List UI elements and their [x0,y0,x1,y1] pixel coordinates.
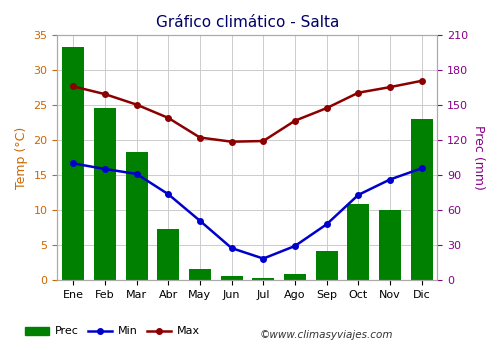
Bar [347,204,370,280]
Bar [284,274,306,280]
Bar [189,268,211,280]
Bar [62,47,84,280]
Bar [157,229,180,280]
Text: ©www.climasyviajes.com: ©www.climasyviajes.com [260,329,394,340]
Bar [316,251,338,280]
Bar [220,275,242,280]
Bar [252,278,274,280]
Bar [94,108,116,280]
Bar [410,119,432,280]
Bar [379,210,401,280]
Y-axis label: Prec (mm): Prec (mm) [472,125,485,190]
Bar [126,152,148,280]
Legend: Prec, Min, Max: Prec, Min, Max [20,322,204,341]
Y-axis label: Temp (°C): Temp (°C) [15,127,28,189]
Title: Gráfico climático - Salta: Gráfico climático - Salta [156,15,339,30]
